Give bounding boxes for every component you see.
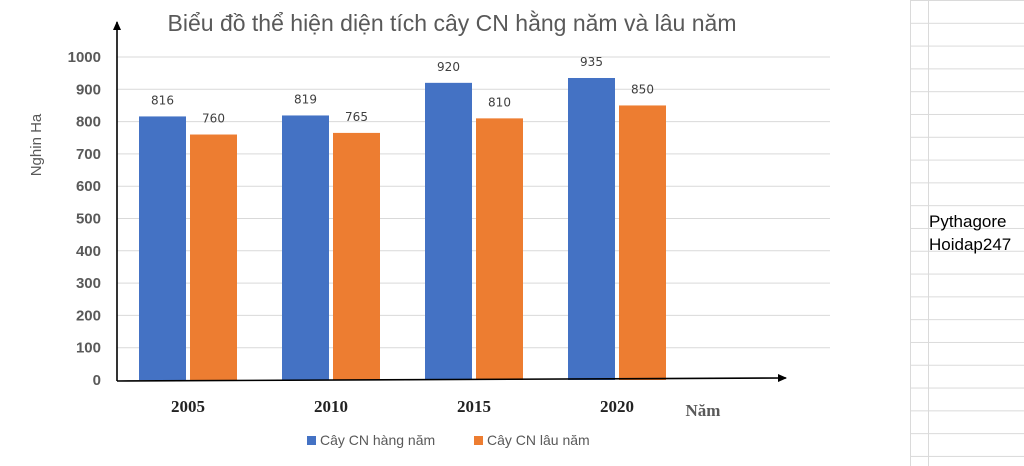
y-tick-label: 100 [76, 340, 101, 357]
sheet-cell-hoidap247[interactable]: Hoidap247 [929, 235, 1012, 254]
data-label: 935 [580, 55, 603, 69]
legend-label: Cây CN hàng năm [320, 432, 435, 448]
bar-hang-nam-2010 [282, 115, 329, 380]
legend-swatch [307, 436, 316, 445]
bar-chart: 0 100 200 300 400 500 600 700 800 900 1000 816 760 20… [28, 10, 830, 448]
data-label: 819 [294, 92, 317, 106]
y-tick-label: 500 [76, 211, 101, 228]
spreadsheet-grid: Pythagore Hoidap247 [910, 0, 1024, 466]
x-tick-label: 2020 [600, 397, 634, 416]
y-tick-label: 1000 [68, 49, 101, 66]
x-tick-label: 2010 [314, 397, 348, 416]
y-tick-label: 0 [93, 372, 101, 389]
x-tick-label: 2015 [457, 397, 491, 416]
x-tick-label: 2005 [171, 397, 205, 416]
column-divider [928, 0, 929, 466]
data-label: 850 [631, 82, 654, 96]
bar-lau-nam-2015 [476, 118, 523, 381]
y-tick-label: 400 [76, 243, 101, 260]
x-axis-title: Năm [686, 401, 721, 420]
sheet-cell-pythagore[interactable]: Pythagore [929, 212, 1007, 231]
y-tick-label: 300 [76, 275, 101, 292]
y-tick-label: 800 [76, 114, 101, 131]
data-label: 810 [488, 95, 511, 109]
bar-lau-nam-2020 [619, 105, 666, 380]
data-label: 760 [202, 112, 225, 126]
data-label: 816 [151, 93, 174, 107]
y-tick-label: 200 [76, 307, 101, 324]
legend-label: Cây CN lâu năm [487, 432, 590, 448]
data-label: 765 [345, 110, 368, 124]
y-tick-label: 700 [76, 146, 101, 163]
data-label: 920 [437, 60, 460, 74]
bar-hang-nam-2020 [568, 77, 615, 381]
bar-lau-nam-2005 [190, 134, 237, 380]
legend: Cây CN hàng năm Cây CN lâu năm [307, 432, 590, 448]
bar-lau-nam-2010 [333, 132, 380, 380]
x-axis-arrow [116, 374, 787, 383]
legend-swatch [474, 436, 483, 445]
bar-hang-nam-2015 [425, 82, 472, 380]
chart-title: Biểu đồ thể hiện diện tích cây CN hằng n… [168, 10, 737, 36]
y-tick-label: 600 [76, 178, 101, 195]
y-tick-label: 900 [76, 81, 101, 98]
y-axis-title: Nghin Ha [28, 113, 45, 176]
bar-hang-nam-2005 [139, 116, 186, 380]
